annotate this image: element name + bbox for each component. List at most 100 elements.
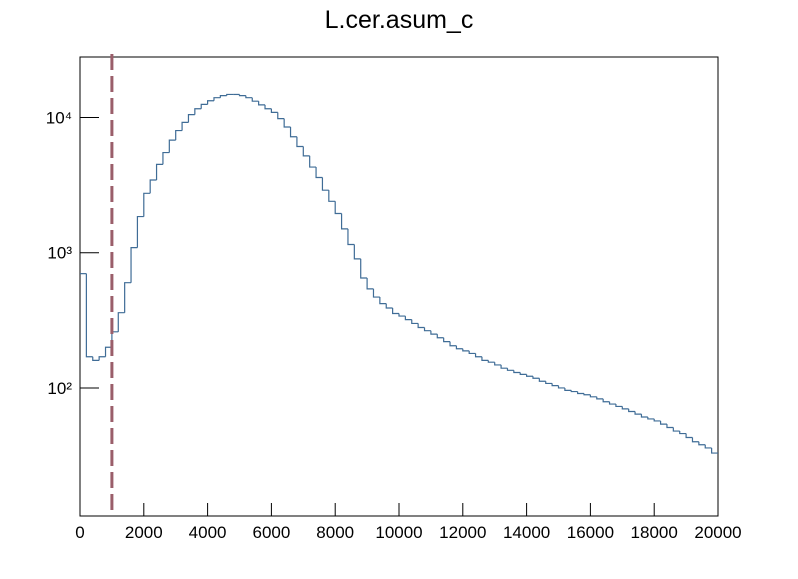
histogram-bin — [411, 319, 419, 325]
histogram-bin — [98, 356, 106, 361]
x-tick-label: 6000 — [252, 523, 290, 542]
histogram-bin — [659, 420, 667, 425]
histogram-bin — [449, 341, 457, 347]
histogram-bin — [143, 192, 151, 217]
histogram-bin — [321, 177, 329, 191]
x-tick-label: 8000 — [316, 523, 354, 542]
y-tick-label: 10² — [47, 379, 72, 398]
histogram-bin — [704, 444, 712, 449]
histogram-bin — [647, 416, 655, 420]
histogram-bin — [117, 312, 125, 332]
histogram-bin — [417, 323, 425, 329]
histogram-bin — [124, 282, 132, 313]
histogram-bin — [487, 360, 495, 363]
histogram-bin — [564, 387, 572, 391]
histogram-bin — [175, 129, 183, 141]
histogram-bin — [353, 244, 361, 260]
histogram-bin — [691, 437, 699, 443]
histogram-bin — [526, 374, 533, 377]
histogram-bin — [347, 228, 355, 246]
x-tick-label: 4000 — [189, 523, 227, 542]
x-tick-label: 2000 — [125, 523, 163, 542]
histogram-bin — [583, 393, 591, 396]
histogram-bin — [372, 288, 380, 298]
histogram-bin — [296, 136, 304, 148]
histogram-bin — [85, 273, 93, 358]
y-tick-label: 10⁴ — [46, 108, 72, 127]
histogram-bin — [455, 345, 463, 350]
histogram-bin — [640, 414, 648, 418]
histogram-bin — [551, 383, 559, 387]
histogram-bin — [711, 447, 718, 454]
histogram-bin — [577, 391, 585, 395]
histogram-bin — [672, 427, 680, 432]
histogram-bin — [104, 346, 112, 357]
histogram-bin — [207, 100, 214, 105]
histogram-bin — [360, 258, 368, 279]
histogram-bin — [309, 155, 317, 168]
x-tick-label: 18000 — [631, 523, 678, 542]
histogram-bin — [289, 127, 297, 138]
histogram-bin — [462, 348, 470, 352]
histogram-bin — [468, 350, 476, 355]
histogram-bin — [162, 151, 170, 165]
histogram-bin — [628, 408, 636, 413]
histogram-bin — [200, 103, 208, 109]
histogram-bin — [398, 313, 406, 317]
histogram-bin — [570, 390, 578, 393]
histogram-bin — [379, 297, 387, 305]
histogram-bin — [443, 337, 451, 343]
y-tick-label: 10³ — [47, 244, 72, 263]
histogram-bin — [423, 327, 431, 332]
histogram-bin — [392, 308, 399, 315]
histogram-bin — [653, 418, 661, 422]
histogram-bin — [302, 146, 310, 157]
plot-frame — [79, 56, 719, 517]
histogram-bin — [436, 334, 444, 339]
histogram-bin — [615, 404, 623, 408]
histogram-bin — [334, 201, 342, 215]
chart-title: L.cer.asum_c — [325, 6, 474, 34]
x-tick-label: 0 — [75, 523, 84, 542]
histogram-bin — [187, 114, 195, 123]
histogram-bin — [194, 108, 202, 115]
histogram-bin — [238, 94, 246, 97]
histogram-bin — [430, 330, 438, 335]
histogram-bin — [385, 303, 393, 309]
histogram-bin — [283, 118, 291, 128]
histogram-bin — [277, 112, 285, 120]
histogram-bin — [519, 372, 527, 375]
histogram-bin — [666, 424, 674, 429]
histogram-bin — [168, 139, 176, 153]
histogram-bin — [634, 411, 642, 415]
histogram-bin — [506, 368, 514, 371]
histogram-bin — [608, 401, 616, 405]
histogram-bin — [92, 356, 100, 361]
histogram-bin — [315, 167, 323, 179]
histogram-bin — [226, 93, 234, 96]
histogram-bin — [596, 396, 604, 400]
histogram-bin — [404, 316, 412, 321]
histogram-bin — [366, 278, 374, 290]
histogram-bin — [264, 104, 272, 110]
histogram-bin — [685, 433, 693, 439]
histogram-bin — [155, 163, 163, 180]
histogram-bin — [621, 406, 629, 410]
histogram-bin — [589, 394, 597, 398]
histogram-bin — [136, 215, 144, 248]
histogram-bin — [474, 353, 482, 358]
x-tick-label: 20000 — [694, 523, 741, 542]
histogram-bin — [557, 385, 565, 389]
histogram-bin — [500, 364, 508, 369]
histogram-bin — [245, 95, 253, 99]
histogram-bin — [181, 121, 189, 131]
histogram-bin — [258, 101, 266, 106]
histogram-bin — [219, 95, 227, 98]
x-tick-label: 16000 — [567, 523, 614, 542]
histogram-bin — [481, 356, 489, 361]
x-tick-label: 10000 — [375, 523, 422, 542]
histogram-bin — [130, 247, 138, 283]
histogram-bin — [328, 190, 336, 202]
